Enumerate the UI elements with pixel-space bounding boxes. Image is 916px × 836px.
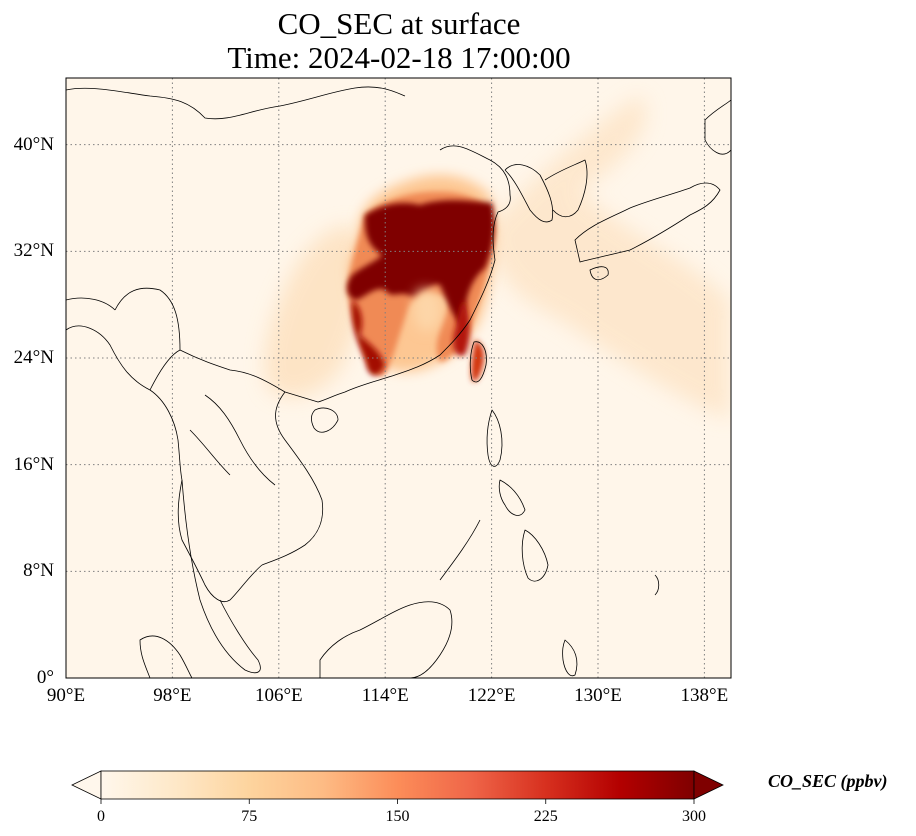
colorbar-label: CO_SEC (ppbv) [768, 771, 888, 791]
concentration-field [264, 95, 730, 420]
lon-tick-label: 90°E [46, 685, 86, 706]
lon-tick-label: 106°E [254, 685, 303, 706]
colorbar-tick-label: 300 [682, 808, 706, 825]
lon-tick-label: 122°E [467, 685, 516, 706]
colorbar-tick-label: 75 [241, 808, 258, 825]
lat-tick-label: 32°N [13, 240, 54, 262]
lat-tick-label: 16°N [13, 453, 54, 475]
gridlines [66, 78, 731, 678]
figure-title-line2: Time: 2024-02-18 17:00:00 [227, 40, 571, 75]
colorbar-tick-label: 0 [97, 808, 105, 825]
lat-tick-label: 8°N [23, 560, 54, 582]
lat-tick-label: 24°N [13, 347, 54, 368]
colorbar-max-extension [693, 770, 724, 800]
colorbar-tick-label: 225 [533, 808, 558, 825]
colorbar-gradient [100, 770, 695, 800]
lat-tick-label: 0° [36, 667, 54, 688]
figure-title-line1: CO_SEC at surface [277, 6, 521, 41]
map-background [66, 78, 731, 678]
colorbar-min-extension [71, 770, 102, 800]
lon-tick-label: 114°E [361, 685, 409, 706]
colorbar-tick-label: 150 [385, 808, 410, 825]
lon-tick-label: 98°E [153, 685, 192, 706]
coastlines [66, 86, 731, 678]
lat-tick-label: 40°N [13, 133, 54, 155]
lon-tick-label: 138°E [680, 685, 729, 706]
lon-tick-label: 130°E [574, 685, 622, 706]
map-frame [65, 77, 732, 679]
colorbar [71, 770, 724, 804]
